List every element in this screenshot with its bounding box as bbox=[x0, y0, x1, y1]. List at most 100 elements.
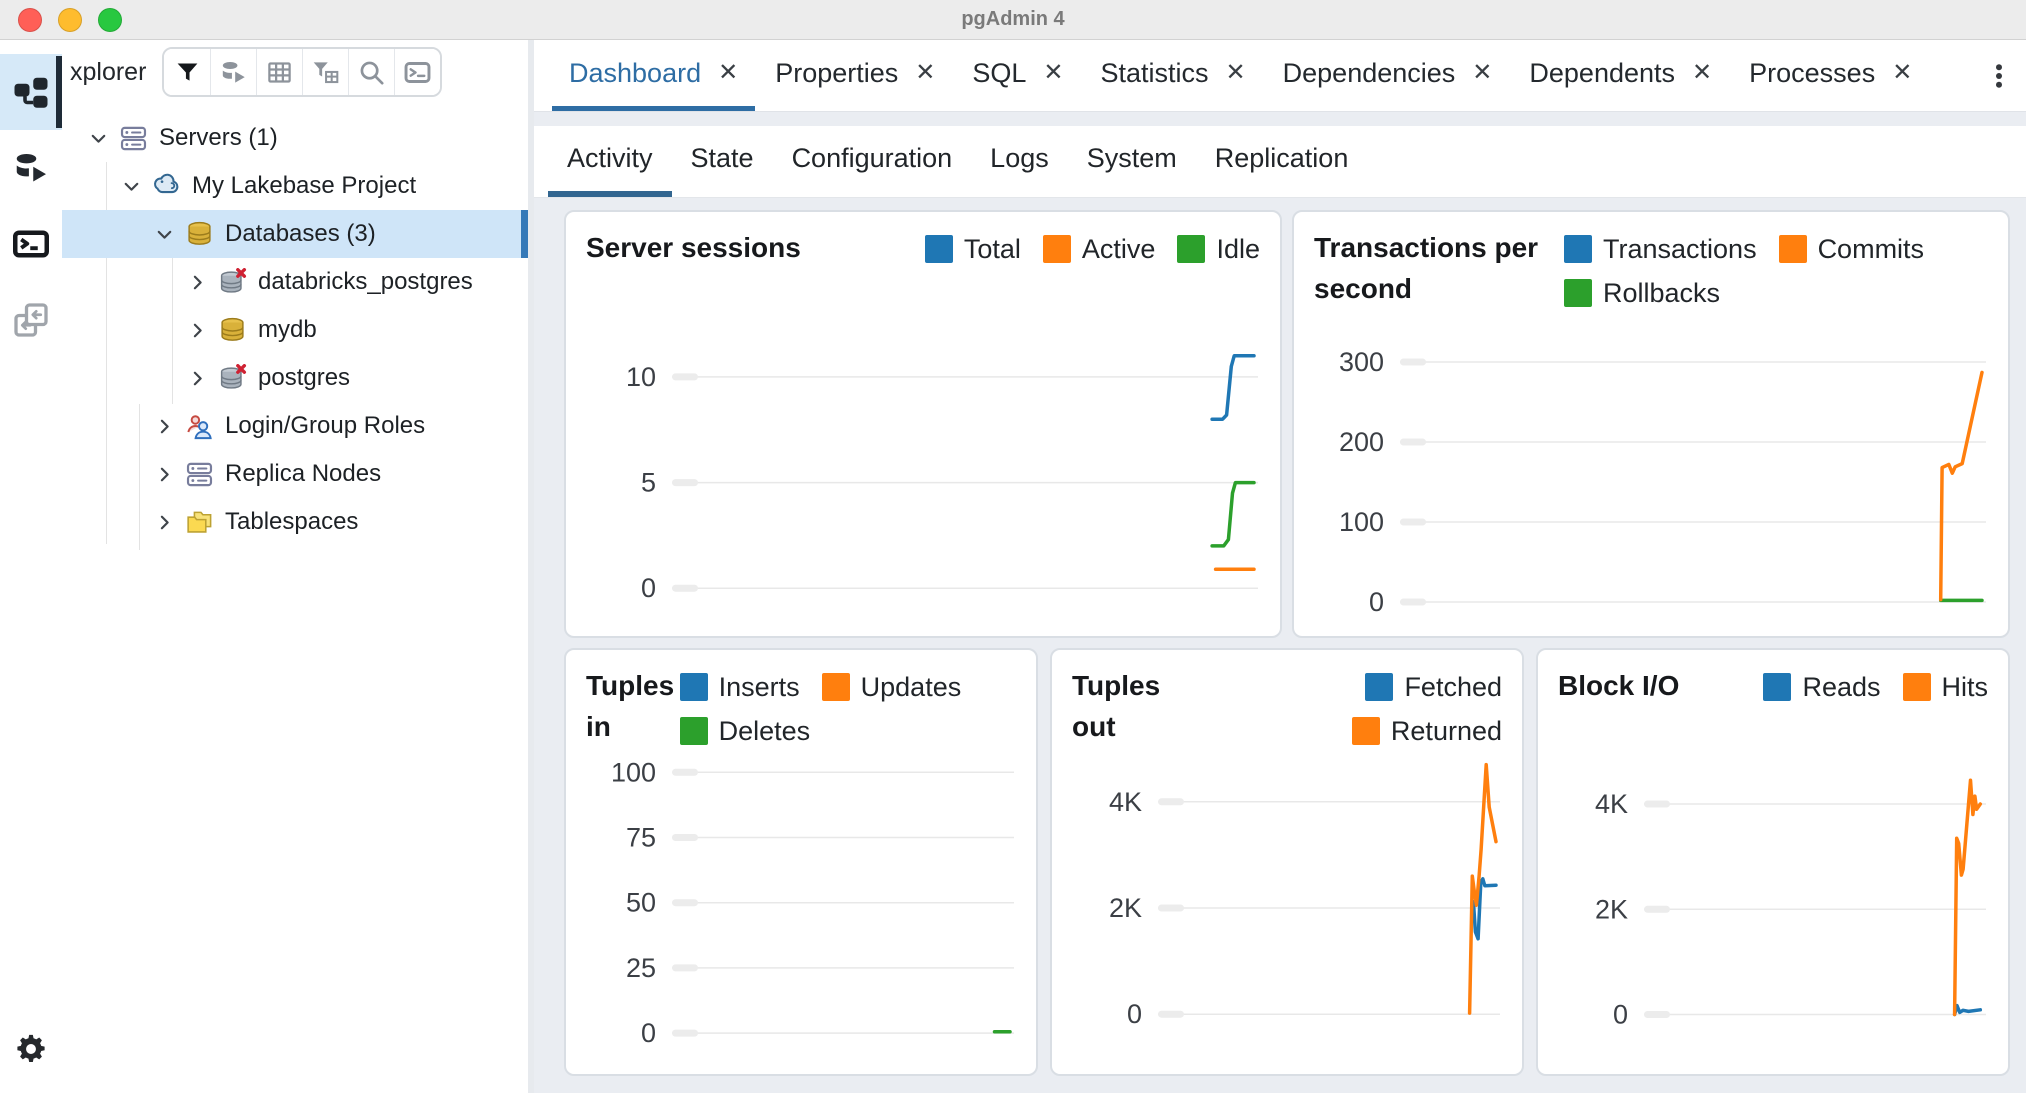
tree-guide-line bbox=[172, 258, 173, 404]
tab-dashboard[interactable]: Dashboard ✕ bbox=[552, 40, 756, 111]
block-io-plot: 0 2K 4K bbox=[1595, 778, 1986, 1030]
chevron-right-icon bbox=[193, 275, 202, 289]
roles-icon bbox=[187, 414, 212, 439]
database-icon bbox=[218, 315, 248, 345]
panel-splitter[interactable] bbox=[528, 40, 534, 1093]
db-restriction-icon bbox=[223, 61, 246, 83]
activity-bar bbox=[0, 40, 62, 1093]
terminal-icon bbox=[404, 61, 431, 83]
zoom-button[interactable] bbox=[98, 8, 122, 32]
minimize-button[interactable] bbox=[58, 8, 82, 32]
chart-legend: Total Active Idle bbox=[924, 228, 1260, 270]
tree-item-label: Replica Nodes bbox=[225, 460, 382, 487]
chevron-right-icon bbox=[193, 323, 202, 337]
app-frame: xplorer Servers (1) My Lakebase Project Da… bbox=[0, 40, 2026, 1093]
tab-dependents[interactable]: Dependents ✕ bbox=[1512, 40, 1729, 111]
database-restriction-button[interactable] bbox=[210, 49, 257, 95]
tab-dependencies[interactable]: Dependencies ✕ bbox=[1266, 40, 1510, 111]
legend-item-transactions: Transactions bbox=[1564, 228, 1757, 270]
database-icon bbox=[221, 317, 244, 341]
close-icon[interactable]: ✕ bbox=[1043, 59, 1064, 86]
activity-bar-item-object-explorer[interactable] bbox=[0, 54, 62, 130]
tree-expander[interactable] bbox=[86, 125, 112, 151]
subtab-state[interactable]: State bbox=[690, 143, 754, 173]
close-icon[interactable]: ✕ bbox=[1692, 59, 1713, 86]
svg-text:0: 0 bbox=[1369, 587, 1384, 617]
tree-expander[interactable] bbox=[152, 509, 178, 535]
tab-processes[interactable]: Processes ✕ bbox=[1732, 40, 1929, 111]
close-icon[interactable]: ✕ bbox=[718, 59, 739, 86]
svg-text:0: 0 bbox=[641, 1018, 656, 1048]
tab-properties[interactable]: Properties ✕ bbox=[758, 40, 952, 111]
tree-expander[interactable] bbox=[185, 317, 211, 343]
tree-guide-line bbox=[106, 162, 107, 544]
tree-item-servers-1[interactable]: Servers (1) bbox=[62, 114, 528, 162]
server-icon bbox=[185, 459, 215, 489]
tab-overflow-menu-button[interactable] bbox=[1984, 61, 2014, 91]
subtab-configuration[interactable]: Configuration bbox=[791, 143, 953, 173]
svg-text:2K: 2K bbox=[1109, 893, 1142, 923]
activity-bar-item-psql-tool[interactable] bbox=[0, 206, 62, 282]
tab-statistics[interactable]: Statistics ✕ bbox=[1084, 40, 1263, 111]
close-icon[interactable]: ✕ bbox=[1225, 59, 1246, 86]
tree-item-mydb[interactable]: mydb bbox=[62, 306, 528, 354]
tree-item-replica-nodes[interactable]: Replica Nodes bbox=[62, 450, 528, 498]
subtab-replication[interactable]: Replication bbox=[1214, 143, 1349, 173]
tree-expander[interactable] bbox=[152, 221, 178, 247]
tree-item-tablespaces[interactable]: Tablespaces bbox=[62, 498, 528, 546]
psql-button[interactable] bbox=[394, 49, 441, 95]
close-button[interactable] bbox=[18, 8, 42, 32]
tree-expander[interactable] bbox=[119, 173, 145, 199]
kebab-menu-icon bbox=[1996, 63, 2002, 88]
search-objects-button[interactable] bbox=[348, 49, 395, 95]
panel-header: Transactions per second Transactions Commi… bbox=[1314, 228, 1988, 320]
dashboard-subtabs: Activity State Configuration Logs System Repl… bbox=[534, 126, 2026, 198]
chevron-right-icon bbox=[160, 419, 169, 433]
close-icon[interactable]: ✕ bbox=[1892, 59, 1913, 86]
document-tabbar: Dashboard ✕ Properties ✕ SQL ✕ Statistics ✕ Depe… bbox=[534, 40, 2026, 112]
grid-icon bbox=[268, 61, 292, 83]
legend-item-active: Active bbox=[1042, 228, 1155, 270]
panel-title: Server sessions bbox=[586, 232, 801, 263]
legend-swatch bbox=[1365, 673, 1394, 701]
legend-swatch bbox=[924, 235, 953, 263]
tree-expander[interactable] bbox=[152, 461, 178, 487]
close-icon[interactable]: ✕ bbox=[1472, 59, 1493, 86]
database-disconnected-icon bbox=[218, 267, 248, 297]
tree-item-label: Tablespaces bbox=[225, 508, 359, 535]
psql-tool-icon bbox=[13, 230, 49, 258]
tree-item-databricks-postgres[interactable]: databricks_postgres bbox=[62, 258, 528, 306]
subtab-system[interactable]: System bbox=[1086, 143, 1177, 173]
legend-item-hits: Hits bbox=[1902, 666, 1988, 708]
window-titlebar: pgAdmin 4 bbox=[0, 0, 2026, 40]
object-explorer-panel: xplorer Servers (1) My Lakebase Project Da… bbox=[62, 40, 528, 1093]
tree-item-label: Databases (3) bbox=[225, 220, 376, 247]
server-icon bbox=[186, 462, 213, 486]
view-data-button[interactable] bbox=[256, 49, 303, 95]
folder-icon bbox=[187, 511, 212, 533]
tree-item-login-group-roles[interactable]: Login/Group Roles bbox=[62, 402, 528, 450]
server-sessions-plot: 0 5 10 bbox=[626, 354, 1258, 603]
filtered-rows-button[interactable] bbox=[302, 49, 349, 95]
database-disconnected-icon bbox=[220, 267, 247, 293]
tab-sql[interactable]: SQL ✕ bbox=[955, 40, 1080, 111]
activity-bar-item-settings[interactable] bbox=[0, 1011, 62, 1087]
activity-bar-item-schema-diff[interactable] bbox=[0, 282, 62, 358]
subtab-logs[interactable]: Logs bbox=[990, 143, 1049, 173]
subtab-activity[interactable]: Activity bbox=[548, 126, 672, 197]
database-icon bbox=[188, 221, 211, 245]
tree-expander[interactable] bbox=[185, 269, 211, 295]
roles-icon bbox=[185, 411, 215, 441]
tree-expander[interactable] bbox=[185, 365, 211, 391]
panel-header: Server sessions Total Active Idle bbox=[586, 228, 1260, 320]
tuples-out-plot: 0 2K 4K bbox=[1109, 762, 1500, 1029]
activity-bar-item-query-tool[interactable] bbox=[0, 130, 62, 206]
close-icon[interactable]: ✕ bbox=[915, 59, 936, 86]
filter-button[interactable] bbox=[164, 49, 211, 95]
chart-legend: Reads Hits bbox=[1763, 666, 1988, 708]
tree-expander[interactable] bbox=[152, 413, 178, 439]
tab-label: Dependents bbox=[1529, 57, 1676, 88]
tree-item-databases-3[interactable]: Databases (3) bbox=[62, 210, 528, 258]
tree-item-my-lakebase-project[interactable]: My Lakebase Project bbox=[62, 162, 528, 210]
tree-item-postgres[interactable]: postgres bbox=[62, 354, 528, 402]
